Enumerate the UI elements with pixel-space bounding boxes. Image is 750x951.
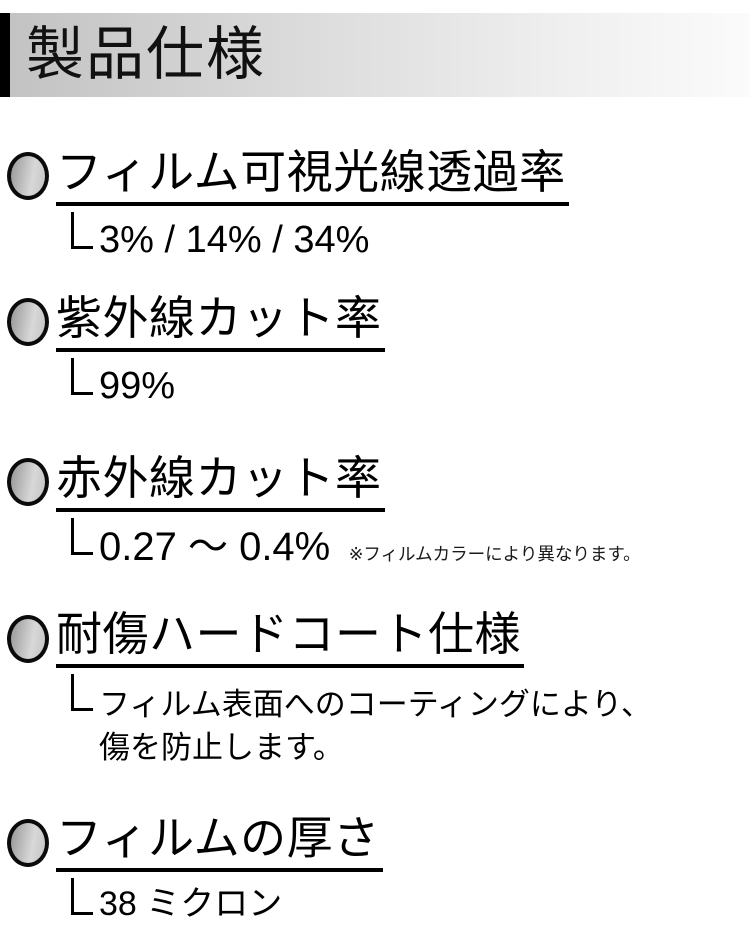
spec-value: 99%	[99, 364, 176, 407]
spec-section-film-thickness: フィルムの厚さ 38 ミクロン	[7, 813, 750, 923]
spec-value: 38 ミクロン	[99, 885, 283, 923]
spec-detail: 99%	[71, 357, 750, 408]
branch-l-icon	[71, 673, 93, 711]
spec-detail-text: 0.27 ～ 0.4% ※フィルムカラーにより異なります。	[99, 525, 641, 570]
spec-value-line1: フィルム表面へのコーティングにより、	[99, 686, 653, 722]
spec-detail-text: フィルム表面へのコーティングにより、 傷を防止します。	[99, 684, 652, 770]
branch-l-icon	[71, 517, 93, 555]
spec-detail-text: 99%	[99, 365, 175, 408]
spec-title: 赤外線カット率	[56, 453, 385, 512]
spec-detail-text: 3% / 14% / 34%	[99, 219, 369, 262]
spec-title: フィルム可視光線透過率	[56, 146, 569, 206]
bullet-circle-icon	[7, 614, 49, 663]
spec-title: 紫外線カット率	[56, 293, 385, 352]
bullet-circle-icon	[7, 152, 49, 201]
branch-l-icon	[71, 357, 93, 395]
page-header: 製品仕様	[0, 13, 750, 97]
spec-title: 耐傷ハードコート仕様	[56, 609, 524, 668]
spec-detail: 3% / 14% / 34%	[71, 211, 750, 262]
page-title: 製品仕様	[26, 22, 267, 87]
spec-detail: 38 ミクロン	[71, 878, 750, 923]
spec-title-row: フィルム可視光線透過率	[7, 146, 750, 206]
spec-section-hard-coat: 耐傷ハードコート仕様 フィルム表面へのコーティングにより、 傷を防止します。	[7, 609, 750, 769]
spec-title-row: 赤外線カット率	[7, 453, 750, 512]
spec-section-ir-cut: 赤外線カット率 0.27 ～ 0.4% ※フィルムカラーにより異なります。	[7, 453, 750, 569]
spec-title-row: フィルムの厚さ	[7, 813, 750, 872]
spec-detail: フィルム表面へのコーティングにより、 傷を防止します。	[71, 673, 750, 770]
spec-value: 0.27 ～ 0.4%	[99, 524, 331, 569]
spec-list: フィルム可視光線透過率 3% / 14% / 34% 紫外線カット率 99% 赤…	[0, 146, 750, 923]
branch-l-icon	[71, 878, 93, 915]
spec-detail-text: 38 ミクロン	[99, 885, 282, 923]
bullet-circle-icon	[7, 458, 49, 507]
branch-l-icon	[71, 211, 93, 249]
spec-value-line2: 傷を防止します。	[99, 729, 344, 765]
spec-value: 3% / 14% / 34%	[99, 218, 370, 261]
spec-note: ※フィルムカラーにより異なります。	[348, 543, 641, 564]
spec-detail: 0.27 ～ 0.4% ※フィルムカラーにより異なります。	[71, 517, 750, 570]
spec-title-row: 紫外線カット率	[7, 293, 750, 352]
bullet-circle-icon	[7, 818, 49, 867]
bullet-circle-icon	[7, 298, 49, 347]
spec-section-visible-light: フィルム可視光線透過率 3% / 14% / 34%	[7, 146, 750, 262]
spec-title-row: 耐傷ハードコート仕様	[7, 609, 750, 668]
spec-title: フィルムの厚さ	[56, 813, 383, 872]
accent-bar	[0, 13, 10, 97]
spec-section-uv-cut: 紫外線カット率 99%	[7, 293, 750, 407]
